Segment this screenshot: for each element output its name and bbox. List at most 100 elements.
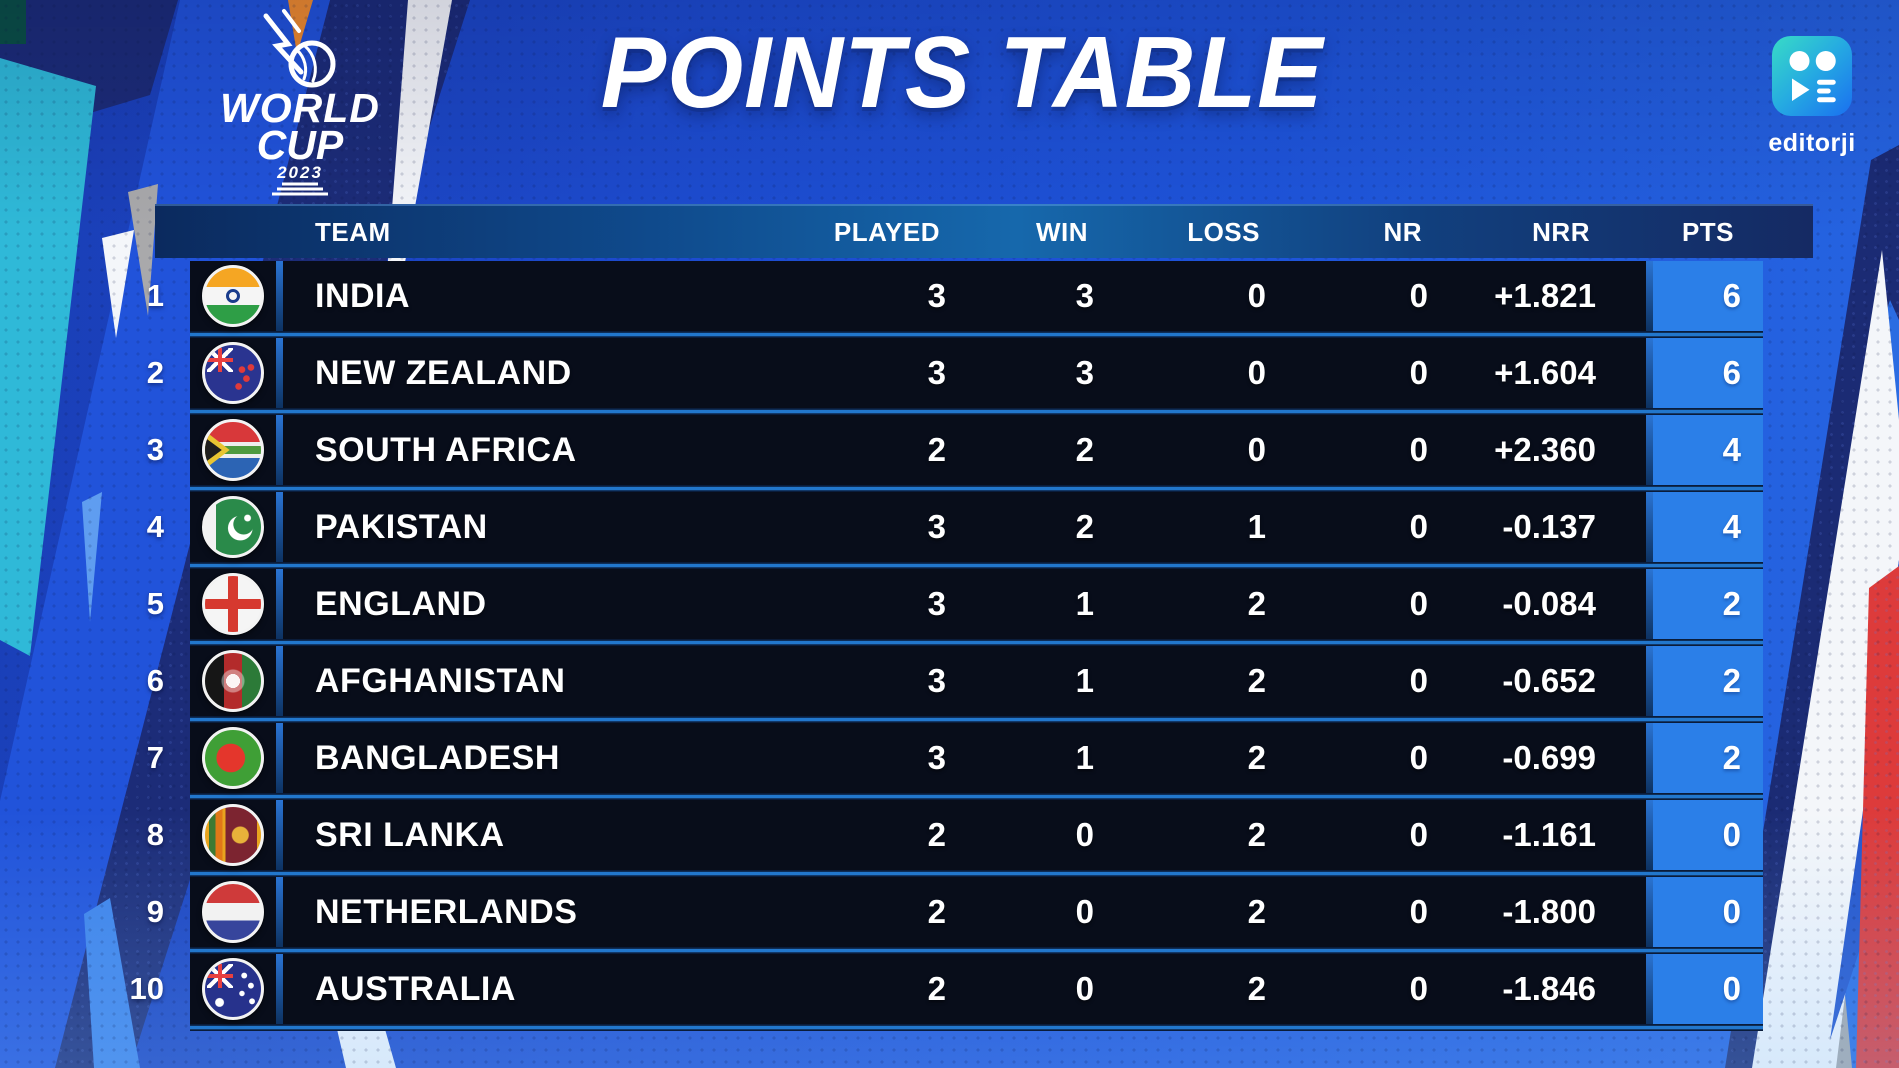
table-row-bangladesh: 7 BANGLADESH 3 1 2 0 -0.699 2 [0,723,1813,793]
flag-cell [190,569,276,639]
loss-value: 2 [1247,662,1266,699]
team-name: BANGLADESH [315,738,560,777]
team-name: AUSTRALIA [315,969,516,1008]
editorji-logo-icon [1772,36,1852,116]
netherlands-flag-icon [202,881,264,943]
table-row-south-africa: 3 SOUTH AFRICA 2 2 0 0 +2.360 4 [0,415,1813,485]
played-value: 3 [927,508,946,545]
table-header-row: TEAM PLAYED WIN LOSS NR NRR PTS [155,204,1813,258]
rank-value: 5 [146,586,164,621]
flag-cell [190,492,276,562]
nr-value: 0 [1409,354,1428,391]
loss-value: 2 [1247,970,1266,1007]
row-divider [190,639,1763,646]
points-cell: 2 [1653,723,1763,793]
rank-value: 9 [146,894,164,929]
nr-value: 0 [1409,585,1428,622]
nr-value: 0 [1409,739,1428,776]
loss-value: 1 [1247,508,1266,545]
played-value: 3 [927,277,946,314]
pts-value: 0 [1722,893,1741,930]
new-zealand-flag-icon [202,342,264,404]
flag-cell [190,954,276,1024]
flag-cell [190,646,276,716]
england-flag-icon [202,573,264,635]
column-header-loss: LOSS [1187,216,1260,247]
loss-value: 2 [1247,893,1266,930]
nr-value: 0 [1409,662,1428,699]
row-divider [190,716,1763,723]
flag-cell [190,877,276,947]
played-value: 2 [927,970,946,1007]
flag-cell [190,723,276,793]
team-name: SRI LANKA [315,815,505,854]
nrr-value: -0.699 [1502,739,1596,776]
australia-flag-icon [202,958,264,1020]
table-row-afghanistan: 6 AFGHANISTAN 3 1 2 0 -0.652 2 [0,646,1813,716]
row-divider [190,562,1763,569]
win-value: 3 [1075,277,1094,314]
brand-editorji: editorji [1749,36,1875,158]
nr-value: 0 [1409,277,1428,314]
flag-cell [190,415,276,485]
pts-value: 4 [1722,508,1741,545]
cricket-ball-comet-icon: WORLD CUP 2023 [220,9,379,196]
team-name: NETHERLANDS [315,892,578,931]
points-cell: 0 [1653,954,1763,1024]
logo-year: 2023 [276,163,323,182]
rank-value: 7 [146,740,164,775]
row-divider [190,331,1763,338]
win-value: 0 [1075,893,1094,930]
nrr-value: -0.652 [1502,662,1596,699]
south-africa-flag-icon [202,419,264,481]
page-title: POINTS TABLE [600,17,1324,129]
row-divider [190,793,1763,800]
nrr-value: +1.821 [1494,277,1596,314]
flag-cell [190,338,276,408]
row-divider [190,870,1763,877]
played-value: 2 [927,816,946,853]
sri-lanka-flag-icon [202,804,264,866]
points-cell: 6 [1653,261,1763,331]
nr-value: 0 [1409,508,1428,545]
nrr-value: -1.800 [1502,893,1596,930]
team-name: PAKISTAN [315,507,488,546]
win-value: 2 [1075,508,1094,545]
world-cup-2023-logo: WORLD CUP 2023 [188,4,413,201]
loss-value: 2 [1247,585,1266,622]
pts-value: 0 [1722,970,1741,1007]
pts-value: 4 [1722,431,1741,468]
win-value: 3 [1075,354,1094,391]
played-value: 3 [927,585,946,622]
pts-value: 0 [1722,816,1741,853]
column-header-nrr: NRR [1532,216,1590,247]
win-value: 1 [1075,662,1094,699]
nr-value: 0 [1409,893,1428,930]
team-name: AFGHANISTAN [315,661,566,700]
played-value: 3 [927,354,946,391]
nr-value: 0 [1409,431,1428,468]
played-value: 2 [927,893,946,930]
points-cell: 4 [1653,415,1763,485]
column-header-win: WIN [1035,216,1088,247]
points-cell: 4 [1653,492,1763,562]
win-value: 2 [1075,431,1094,468]
afghanistan-flag-icon [202,650,264,712]
brand-name: editorji [1768,129,1856,157]
row-divider [190,947,1763,954]
points-cell: 0 [1653,877,1763,947]
played-value: 3 [927,662,946,699]
nrr-value: -0.137 [1502,508,1596,545]
nrr-value: -0.084 [1502,585,1596,622]
india-flag-icon [202,265,264,327]
rank-value: 2 [146,355,164,390]
column-header-pts: PTS [1681,216,1735,247]
played-value: 2 [927,431,946,468]
column-header-played: PLAYED [833,216,940,247]
pts-value: 6 [1722,277,1741,314]
flag-cell [190,800,276,870]
row-divider [190,1024,1763,1031]
rank-value: 6 [146,663,164,698]
